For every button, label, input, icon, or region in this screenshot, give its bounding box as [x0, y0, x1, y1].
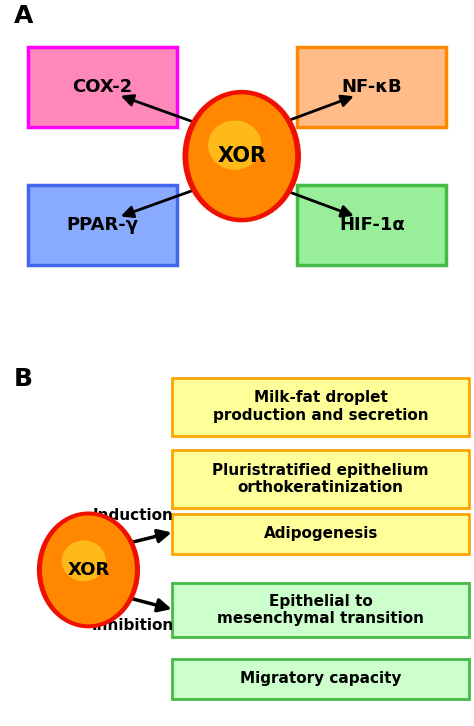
FancyBboxPatch shape: [28, 185, 177, 265]
FancyBboxPatch shape: [28, 47, 177, 127]
Text: A: A: [14, 4, 34, 28]
Text: B: B: [14, 367, 33, 391]
FancyBboxPatch shape: [172, 450, 469, 508]
FancyBboxPatch shape: [298, 185, 446, 265]
Ellipse shape: [62, 540, 106, 582]
Text: Milk-fat droplet
production and secretion: Milk-fat droplet production and secretio…: [213, 391, 428, 423]
Text: COX-2: COX-2: [72, 78, 133, 96]
FancyBboxPatch shape: [172, 378, 469, 436]
Text: PPAR-γ: PPAR-γ: [66, 216, 138, 234]
Ellipse shape: [37, 511, 140, 629]
FancyBboxPatch shape: [172, 514, 469, 553]
Text: Adipogenesis: Adipogenesis: [264, 526, 378, 541]
FancyBboxPatch shape: [172, 582, 469, 637]
Text: HIF-1α: HIF-1α: [339, 216, 405, 234]
Text: Pluristratified epithelium
orthokeratinization: Pluristratified epithelium orthokeratini…: [212, 463, 429, 495]
Text: XOR: XOR: [217, 146, 266, 166]
Ellipse shape: [188, 94, 295, 218]
Text: Induction: Induction: [92, 508, 173, 523]
Text: Inhibition: Inhibition: [91, 619, 174, 633]
FancyBboxPatch shape: [298, 47, 446, 127]
Text: NF-κB: NF-κB: [341, 78, 402, 96]
FancyBboxPatch shape: [172, 659, 469, 698]
Ellipse shape: [182, 90, 301, 222]
Ellipse shape: [42, 515, 135, 624]
Ellipse shape: [208, 121, 262, 170]
Text: Migratory capacity: Migratory capacity: [240, 672, 401, 686]
Text: Epithelial to
mesenchymal transition: Epithelial to mesenchymal transition: [217, 594, 424, 626]
Text: XOR: XOR: [67, 561, 109, 579]
